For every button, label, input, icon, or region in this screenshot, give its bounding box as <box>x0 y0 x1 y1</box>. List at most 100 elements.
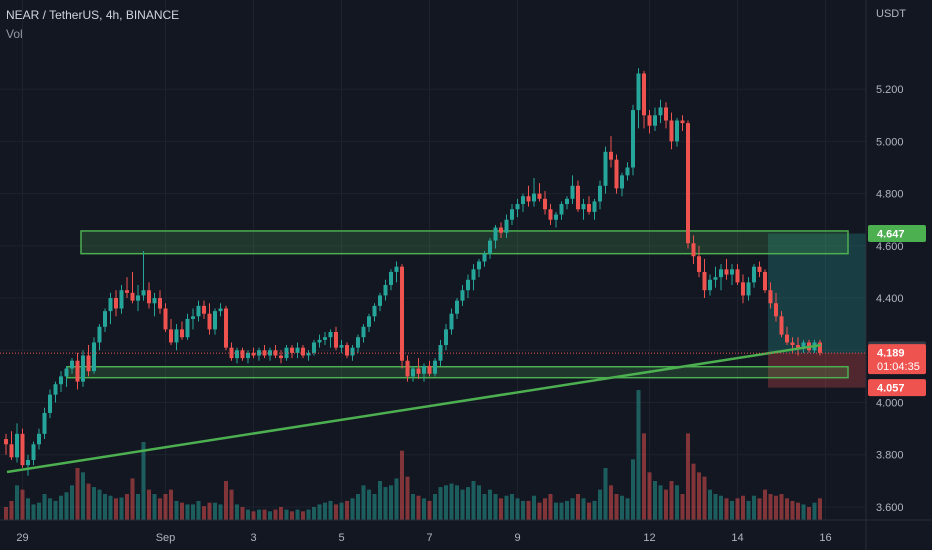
candle <box>268 347 272 361</box>
candle <box>262 345 267 359</box>
candle <box>422 363 426 382</box>
volume-bar <box>251 511 256 520</box>
candle-body <box>339 345 344 348</box>
candle-body <box>405 360 410 377</box>
candle-body <box>119 290 124 309</box>
volume-bar <box>339 502 344 520</box>
candle-body <box>559 204 564 215</box>
volume-bar <box>312 507 316 520</box>
y-tick-label: 4.800 <box>876 189 904 201</box>
candle-body <box>713 277 718 280</box>
candle <box>339 339 344 353</box>
volume-bar <box>658 485 663 520</box>
candle-body <box>614 159 619 189</box>
candle <box>295 342 300 359</box>
symbol-title: NEAR / TetherUS, 4h, BINANCE <box>6 8 180 22</box>
candle-body <box>779 316 784 335</box>
price-label-bg <box>868 379 926 397</box>
volume-bar <box>790 500 795 520</box>
candle-body <box>169 329 173 343</box>
candle <box>207 303 212 335</box>
candle <box>383 279 388 301</box>
candle <box>664 102 668 129</box>
candle-body <box>15 433 19 458</box>
volume-bar <box>592 500 597 520</box>
candle-body <box>427 365 432 374</box>
volume-bar <box>180 502 184 520</box>
volume-bar <box>229 489 234 520</box>
candle <box>81 350 85 387</box>
countdown-label-text: 01:04:35 <box>877 361 920 373</box>
candle <box>273 345 278 359</box>
candle <box>642 70 646 129</box>
volume-bar <box>295 509 300 520</box>
candle-body <box>570 185 575 199</box>
candle-body <box>92 342 96 372</box>
volume-bar <box>614 494 619 520</box>
candle-body <box>301 347 305 356</box>
price-label-text: 4.057 <box>877 383 905 395</box>
volume-bar <box>559 502 564 520</box>
candle-body <box>224 308 228 348</box>
volume-bar <box>686 433 690 520</box>
candle-body <box>763 271 767 291</box>
volume-bar <box>350 498 355 520</box>
volume-bar <box>70 485 74 520</box>
candle-body <box>53 384 58 395</box>
candle <box>284 345 289 361</box>
candle-body <box>174 329 179 343</box>
volume-bar <box>290 511 294 520</box>
candle-body <box>702 271 707 291</box>
candle-body <box>31 444 36 460</box>
candle-body <box>279 355 283 359</box>
y-tick-label: 3.800 <box>876 450 904 462</box>
candle <box>191 308 195 330</box>
volume-bar <box>20 489 25 520</box>
candle <box>367 313 371 332</box>
candle-body <box>785 334 789 343</box>
volume-bar <box>97 489 102 520</box>
volume-bar <box>268 511 272 520</box>
volume-bar <box>807 507 811 520</box>
volume-bar <box>779 494 784 520</box>
volume-bar <box>521 500 525 520</box>
candle <box>108 292 113 325</box>
candle-body <box>394 266 399 272</box>
candle-body <box>620 175 624 189</box>
candle <box>697 245 701 278</box>
volume-bar <box>735 498 740 520</box>
volume-bar <box>515 498 520 520</box>
candle-body <box>581 204 586 210</box>
candle <box>279 350 283 364</box>
volume-bar <box>702 476 707 520</box>
candle <box>543 191 547 215</box>
volume-bar <box>642 433 646 520</box>
candle-body <box>361 326 366 338</box>
volume-bar <box>576 494 580 520</box>
candle-body <box>290 347 294 353</box>
candle-body <box>658 107 663 116</box>
volume-bar <box>433 494 437 520</box>
candle <box>724 258 729 280</box>
candle <box>631 104 635 176</box>
candle-body <box>532 193 536 202</box>
candle-body <box>75 360 80 382</box>
candle <box>779 311 784 338</box>
volume-bar <box>708 489 712 520</box>
volume-bar <box>31 504 36 520</box>
candle <box>768 282 773 309</box>
candle-body <box>295 347 300 353</box>
candle-body <box>163 308 168 330</box>
candle-body <box>818 342 822 353</box>
volume-bar <box>196 500 201 520</box>
candle-body <box>521 196 525 205</box>
candle <box>741 274 745 304</box>
candle-body <box>697 256 701 272</box>
candle-body <box>790 342 795 346</box>
support-resistance-zone <box>80 230 849 255</box>
volume-bar <box>411 494 415 520</box>
candle-body <box>752 266 756 283</box>
volume-bar <box>510 494 514 520</box>
candle-body <box>152 298 157 304</box>
